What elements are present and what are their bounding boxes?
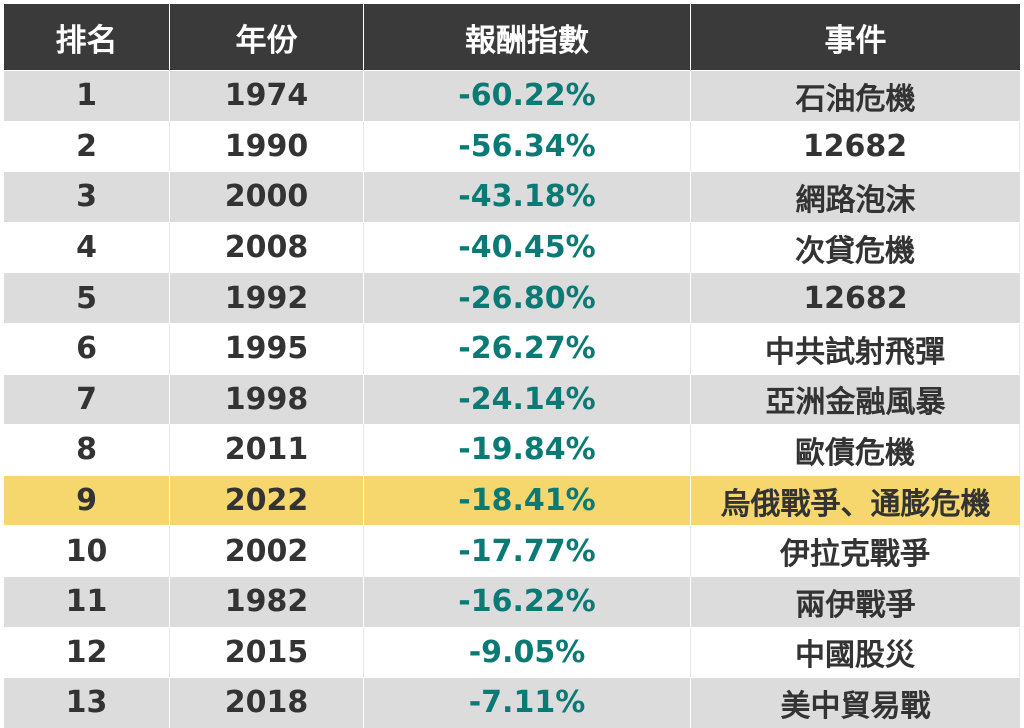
rank-cell: 12 <box>4 627 170 678</box>
return-cell: -56.34% <box>364 121 691 172</box>
table-header-row: 排名 年份 報酬指數 事件 <box>4 4 1020 70</box>
table-row: 8 2011 -19.84% 歐債危機 <box>4 424 1020 475</box>
event-cell: 中國股災 <box>691 627 1020 678</box>
event-cell: 伊拉克戰爭 <box>691 526 1020 576</box>
rank-cell: 13 <box>4 678 170 728</box>
return-cell: -18.41% <box>364 475 691 526</box>
header-rank: 排名 <box>4 4 170 70</box>
event-cell: 石油危機 <box>795 81 916 117</box>
event-cell: 亞洲金融風暴 <box>765 385 946 421</box>
rank-cell: 4 <box>4 222 170 273</box>
table-row: 4 2008 -40.45% 次貸危機 <box>4 221 1020 273</box>
return-cell: -60.22% <box>364 71 691 121</box>
year-cell: 1982 <box>170 576 364 627</box>
table-row: 12 2015 -9.05% 中國股災 <box>4 626 1020 678</box>
table-row: 11 1982 -16.22% 兩伊戰爭 <box>4 575 1020 627</box>
rank-cell: 11 <box>4 576 170 627</box>
year-cell: 2018 <box>170 678 364 728</box>
year-cell: 2011 <box>170 425 364 475</box>
table-row: 13 2018 -7.11% 美中貿易戰 <box>4 677 1020 728</box>
event-cell: 網路泡沫 <box>795 182 916 218</box>
year-cell: 2000 <box>170 172 364 222</box>
header-year: 年份 <box>170 4 364 70</box>
table-row: 10 2002 -17.77% 伊拉克戰爭 <box>4 525 1020 576</box>
event-cell: 12682 <box>803 280 908 316</box>
year-cell: 1998 <box>170 374 364 425</box>
event-cell: 美中貿易戰 <box>780 688 931 724</box>
ranking-table: 排名 年份 報酬指數 事件 1 1974 -60.22% 石油危機 2 1990… <box>4 4 1020 728</box>
return-cell: -17.77% <box>364 526 691 576</box>
rank-cell: 1 <box>4 71 170 121</box>
return-cell: -26.27% <box>364 323 691 374</box>
rank-cell: 5 <box>4 273 170 323</box>
rank-cell: 8 <box>4 425 170 475</box>
year-cell: 1974 <box>170 71 364 121</box>
table-row: 5 1992 -26.80% 12682 <box>4 272 1020 323</box>
event-cell: 次貸危機 <box>691 222 1020 273</box>
return-cell: -9.05% <box>364 627 691 678</box>
event-cell: 中共試射飛彈 <box>691 323 1020 374</box>
event-cell: 烏俄戰爭、通膨危機 <box>720 486 991 522</box>
year-cell: 2002 <box>170 526 364 576</box>
rank-cell: 7 <box>4 374 170 425</box>
rank-cell: 3 <box>4 172 170 222</box>
rank-cell: 2 <box>4 121 170 172</box>
return-cell: -24.14% <box>364 374 691 425</box>
table-row: 1 1974 -60.22% 石油危機 <box>4 70 1020 121</box>
year-cell: 1990 <box>170 121 364 172</box>
return-cell: -26.80% <box>364 273 691 323</box>
table-row: 2 1990 -56.34% 12682 <box>4 120 1020 172</box>
event-cell: 12682 <box>691 121 1020 172</box>
year-cell: 1995 <box>170 323 364 374</box>
table-row: 6 1995 -26.27% 中共試射飛彈 <box>4 322 1020 374</box>
header-event: 事件 <box>824 22 887 59</box>
table-row: 3 2000 -43.18% 網路泡沫 <box>4 171 1020 222</box>
event-cell: 歐債危機 <box>691 425 1020 475</box>
return-cell: -40.45% <box>364 222 691 273</box>
return-cell: -43.18% <box>364 172 691 222</box>
rank-cell: 6 <box>4 323 170 374</box>
return-cell: -16.22% <box>364 576 691 627</box>
rank-cell: 10 <box>4 526 170 576</box>
return-cell: -19.84% <box>364 425 691 475</box>
year-cell: 2015 <box>170 627 364 678</box>
return-cell: -7.11% <box>364 678 691 728</box>
year-cell: 1992 <box>170 273 364 323</box>
year-cell: 2022 <box>170 475 364 526</box>
rank-cell: 9 <box>4 475 170 526</box>
event-cell: 兩伊戰爭 <box>795 587 916 623</box>
year-cell: 2008 <box>170 222 364 273</box>
header-return: 報酬指數 <box>364 4 691 70</box>
table-row-highlighted: 9 2022 -18.41% 烏俄戰爭、通膨危機 <box>4 474 1020 526</box>
table-row: 7 1998 -24.14% 亞洲金融風暴 <box>4 373 1020 425</box>
